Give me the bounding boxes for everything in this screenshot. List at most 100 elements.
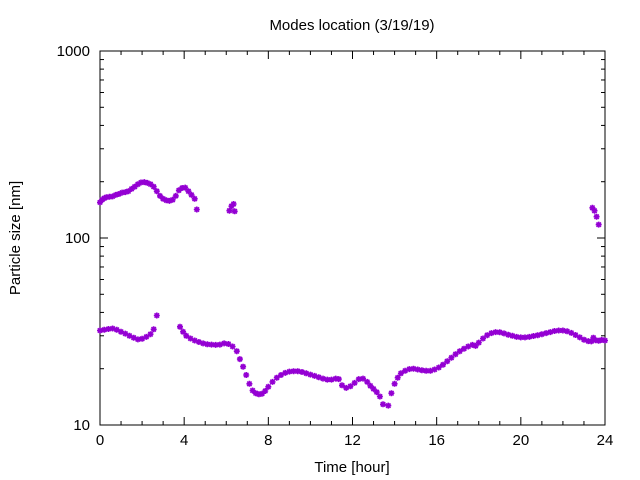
data-point — [150, 326, 157, 333]
data-point — [225, 341, 232, 347]
data-point — [191, 195, 198, 202]
data-point — [226, 207, 233, 214]
data-point — [469, 341, 476, 348]
data-point — [183, 332, 190, 339]
axis-ticks: 0 4 8 12 16 20 24 10 100 1000 — [57, 43, 614, 449]
data-point — [388, 390, 395, 397]
x-tick-label: 16 — [428, 432, 445, 449]
data-point — [157, 192, 163, 199]
data-point — [193, 206, 200, 213]
data-point — [496, 329, 503, 336]
data-point — [472, 342, 479, 349]
x-tick-label: 0 — [96, 432, 104, 449]
data-point — [488, 330, 495, 337]
data-point — [163, 197, 170, 204]
data-point — [598, 336, 605, 343]
data-point — [347, 383, 354, 390]
data-point — [335, 376, 342, 383]
data-point — [343, 384, 350, 391]
data-point — [480, 335, 486, 342]
data-point — [397, 370, 404, 377]
data-point — [427, 367, 434, 374]
data-point — [418, 367, 425, 374]
data-point — [448, 354, 455, 361]
chart-title: Modes location (3/19/19) — [269, 17, 434, 34]
data-points — [97, 179, 608, 409]
data-point — [172, 192, 179, 199]
data-point — [593, 213, 600, 220]
data-point — [141, 179, 148, 186]
data-point — [452, 351, 459, 358]
data-point — [243, 372, 250, 378]
data-point — [208, 341, 215, 348]
x-tick-label: 24 — [597, 432, 614, 449]
data-point — [581, 336, 587, 343]
data-point — [364, 378, 371, 385]
data-point — [143, 333, 150, 340]
data-point — [131, 183, 138, 190]
data-point — [255, 391, 262, 398]
data-point — [269, 378, 276, 385]
data-point — [249, 387, 256, 394]
data-point — [252, 390, 259, 397]
data-point — [564, 328, 571, 335]
y-tick-label: 100 — [65, 230, 90, 247]
data-point — [139, 335, 146, 342]
x-axis-label: Time [hour] — [314, 459, 389, 476]
data-point — [367, 382, 374, 389]
x-tick-label: 20 — [512, 432, 529, 449]
data-point — [461, 345, 467, 352]
data-point — [402, 367, 409, 374]
data-point — [534, 332, 541, 339]
data-point — [125, 188, 132, 195]
data-point — [585, 338, 592, 345]
data-point — [115, 191, 122, 197]
data-point — [216, 341, 223, 348]
data-point — [551, 328, 558, 334]
data-point — [299, 369, 305, 375]
data-point — [385, 402, 392, 409]
data-point — [182, 184, 189, 191]
data-point — [492, 329, 499, 336]
data-point — [294, 368, 301, 375]
data-point — [185, 188, 192, 195]
data-point — [484, 332, 491, 339]
data-point — [360, 375, 366, 382]
data-point — [204, 341, 211, 348]
data-point — [122, 330, 129, 337]
data-point — [595, 221, 602, 228]
data-point — [505, 331, 512, 338]
data-point — [179, 185, 186, 191]
data-point — [169, 196, 176, 203]
data-point — [106, 193, 113, 200]
data-point — [97, 199, 103, 206]
data-point — [109, 193, 116, 200]
data-point — [590, 334, 597, 341]
data-point — [160, 195, 167, 202]
data-point — [572, 332, 579, 338]
data-point — [440, 361, 446, 368]
data-point — [112, 191, 119, 198]
data-point — [592, 337, 599, 344]
data-point — [456, 348, 463, 355]
data-point — [423, 367, 430, 374]
data-point — [410, 365, 417, 372]
data-point — [246, 380, 253, 387]
data-point — [166, 197, 173, 204]
data-point — [602, 337, 608, 344]
y-tick-label: 1000 — [57, 43, 90, 60]
data-point — [526, 333, 533, 340]
data-point — [311, 372, 318, 379]
data-point — [435, 364, 442, 371]
data-point — [282, 369, 289, 376]
data-point — [188, 191, 195, 198]
x-tick-label: 8 — [264, 432, 272, 449]
data-point — [373, 389, 380, 396]
x-tick-label: 4 — [180, 432, 188, 449]
data-point — [332, 375, 339, 382]
data-point — [128, 185, 135, 192]
data-point — [568, 329, 575, 336]
data-point — [303, 370, 310, 377]
data-point — [509, 332, 516, 339]
data-point — [195, 339, 202, 345]
